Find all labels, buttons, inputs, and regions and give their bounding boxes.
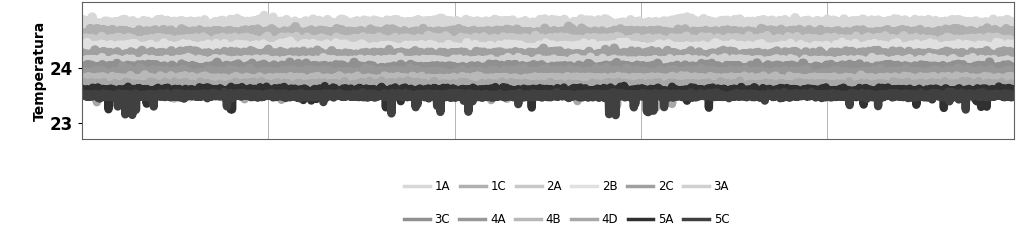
Y-axis label: Temperatura: Temperatura <box>33 21 47 121</box>
Legend: 3C, 4A, 4B, 4D, 5A, 5C: 3C, 4A, 4B, 4D, 5A, 5C <box>399 208 734 230</box>
